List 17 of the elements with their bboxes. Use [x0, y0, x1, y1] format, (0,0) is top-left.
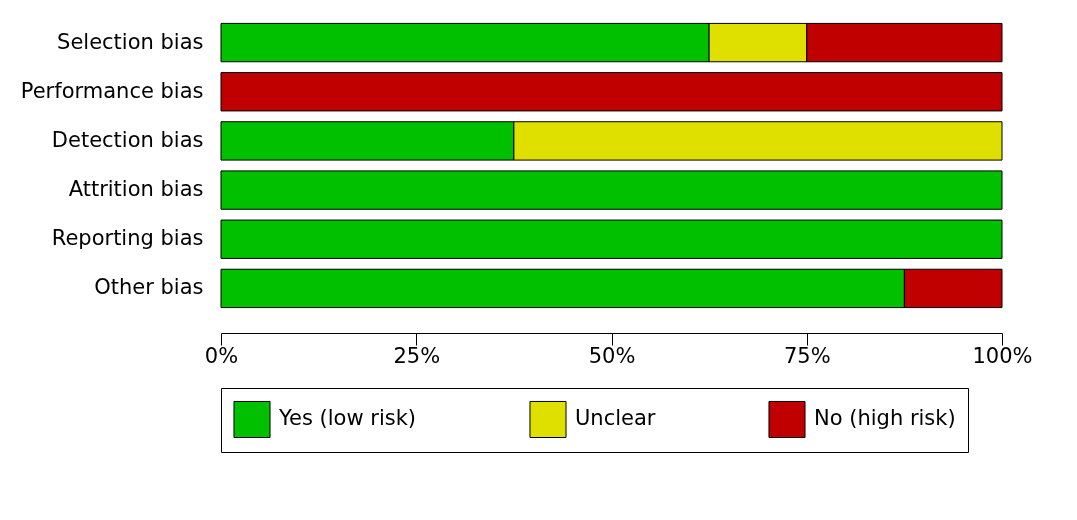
y-tick-label: Attrition bias	[68, 177, 204, 202]
y-tick-label: Reporting bias	[51, 226, 204, 251]
x-tick-label: 0%	[204, 343, 239, 368]
x-tick-label: 50%	[588, 343, 636, 368]
legend-label: No (high risk)	[814, 406, 956, 431]
y-tick-label: Performance bias	[20, 78, 204, 103]
legend-label: Unclear	[575, 406, 656, 431]
y-tick-label: Selection bias	[57, 29, 204, 54]
x-tick-label: 100%	[972, 343, 1033, 368]
bar	[220, 72, 1003, 112]
x-tick-label: 25%	[393, 343, 441, 368]
x-tick-label: 75%	[783, 343, 831, 368]
y-tick-label: Other bias	[94, 275, 204, 300]
y-tick-label: Detection bias	[51, 127, 204, 152]
bar	[220, 170, 1003, 210]
legend-label: Yes (low risk)	[278, 406, 417, 431]
bar	[220, 219, 1003, 259]
